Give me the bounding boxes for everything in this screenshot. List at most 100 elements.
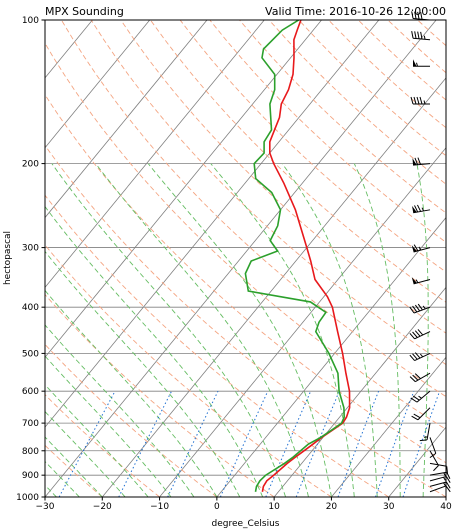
y-axis-label: hectopascal: [3, 231, 13, 285]
wind-barb-flag: [417, 204, 422, 212]
wind-barb: [429, 481, 451, 489]
wind-barb: [409, 329, 431, 340]
isotherm-line: [445, 496, 446, 497]
wind-barb-shaft: [413, 279, 431, 285]
isotherm-line: [45, 20, 151, 149]
dry-adiabat-line: [179, 20, 446, 273]
wind-barb-half-flag: [421, 207, 425, 212]
chart-title-valid-time: Valid Time: 2016-10-26 12:00:00: [265, 5, 446, 18]
dry-adiabat-line: [45, 444, 103, 497]
isotherm-line: [45, 20, 265, 289]
wind-barb-shaft: [429, 437, 437, 454]
wind-barb: [410, 96, 430, 105]
wind-barb-flag: [410, 96, 414, 105]
wind-barb-flag: [411, 415, 419, 421]
isotherm-line: [159, 147, 446, 497]
wind-barb-flag: [429, 452, 437, 459]
moist-adiabat-line: [45, 460, 80, 497]
wind-barb: [411, 407, 431, 421]
wind-barb-flag: [412, 331, 418, 338]
y-tick-label: 400: [22, 303, 39, 313]
dry-adiabat-line: [45, 293, 275, 497]
dry-adiabat-line: [45, 244, 332, 497]
wind-barb-flag: [433, 465, 439, 472]
wind-barb: [411, 11, 431, 21]
wind-barb-flag: [412, 374, 419, 381]
background-line-layer: [45, 20, 474, 497]
dry-adiabat-line: [45, 194, 389, 497]
y-tick-label: 300: [22, 244, 39, 254]
moist-adiabat-line: [210, 163, 355, 497]
y-tick-label: 700: [22, 419, 39, 429]
wind-barb: [409, 372, 431, 383]
moist-adiabat-line: [45, 324, 195, 497]
wind-barb: [411, 244, 431, 253]
wind-barb: [409, 352, 431, 362]
mixing-ratio-line: [265, 391, 312, 497]
mixing-ratio-line: [375, 391, 415, 497]
isotherm-line: [273, 286, 446, 497]
isotherm-line: [45, 20, 322, 358]
wind-barb: [429, 475, 451, 483]
x-tick-label: −20: [93, 502, 112, 512]
temperature-profile-line: [261, 20, 351, 492]
wind-barb-flag: [409, 306, 415, 314]
mixing-ratio-line: [167, 390, 219, 497]
dry-adiabat-line: [61, 20, 446, 398]
dry-adiabat-line: [447, 20, 474, 497]
wind-barb-flag: [417, 157, 422, 165]
moist-adiabat-line: [416, 163, 429, 497]
y-tick-label: 500: [22, 349, 39, 359]
mixing-ratio-line: [337, 391, 380, 497]
x-axis-label: degree_Celsius: [212, 519, 280, 529]
x-tick-label: 10: [268, 502, 280, 512]
wind-barb-flag: [409, 354, 415, 361]
dry-adiabat-line: [120, 20, 446, 334]
wind-barb-half-flag: [423, 100, 426, 105]
wind-barb-flag: [412, 305, 418, 313]
dry-adiabat-line: [150, 20, 446, 303]
wind-barb-flag: [417, 329, 424, 336]
wind-barb: [411, 31, 431, 41]
wind-barb-half-flag: [415, 279, 419, 284]
wind-barb-shaft: [413, 163, 431, 166]
wind-barb-flag: [414, 11, 417, 19]
wind-barb-pennant: [411, 245, 417, 252]
moist-adiabat-line: [353, 163, 401, 497]
wind-barb-flag: [410, 397, 418, 403]
mixing-ratio-line: [402, 391, 441, 497]
dry-adiabat-line: [90, 20, 446, 366]
wind-barb-half-flag: [443, 476, 446, 481]
dry-adiabat-line: [239, 20, 446, 214]
wind-barb-flag: [409, 376, 416, 383]
x-tick-label: 20: [326, 502, 338, 512]
dry-adiabat-line: [45, 93, 446, 464]
wind-barb: [413, 59, 430, 67]
wind-barb-half-flag: [416, 62, 418, 67]
wind-barb-flag: [413, 413, 421, 419]
wind-barb-flag: [446, 466, 448, 474]
isotherm-line: [331, 356, 446, 497]
isotherm-line: [45, 20, 208, 219]
y-tick-label: 900: [22, 471, 39, 481]
wind-barb-flag: [417, 11, 420, 20]
wind-barb: [412, 157, 431, 166]
moist-adiabat-line: [45, 410, 126, 497]
wind-barb-half-flag: [418, 395, 422, 399]
moist-adiabat-line: [147, 163, 332, 497]
wind-barb-flag: [413, 244, 419, 252]
wind-barb: [429, 462, 448, 474]
wind-barb-half-flag: [422, 305, 426, 310]
y-tick-label: 600: [22, 387, 39, 397]
wind-barb-flag: [417, 31, 420, 39]
wind-barb: [412, 204, 431, 214]
x-tick-label: −10: [150, 502, 169, 512]
isotherm-line: [101, 77, 446, 497]
isotherm-line: [45, 20, 380, 428]
wind-barb-flag: [445, 485, 451, 493]
wind-barb-flag: [413, 96, 417, 105]
wind-barb-flag: [419, 96, 423, 105]
moist-adiabat-line: [281, 163, 378, 497]
y-tick-label: 100: [22, 16, 39, 26]
